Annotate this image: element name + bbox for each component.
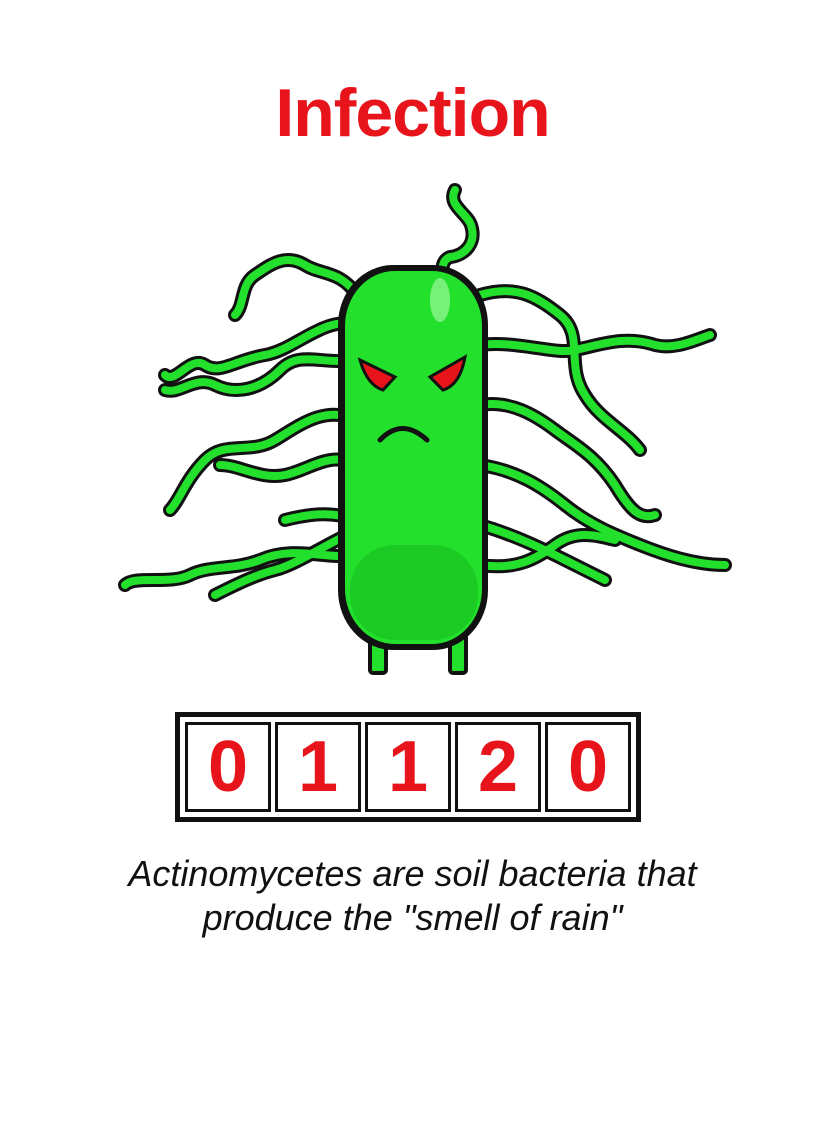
score-counter: 0 1 1 2 0 (175, 712, 641, 822)
caption-line: Actinomycetes are soil bacteria that (128, 853, 697, 894)
bacterium-illustration (118, 183, 732, 675)
card-title: Infection (275, 75, 550, 151)
counter-digit: 1 (365, 722, 451, 812)
counter-digit: 1 (275, 722, 361, 812)
counter-digit: 0 (545, 722, 631, 812)
counter-digit: 0 (185, 722, 271, 812)
flagella (118, 183, 732, 602)
counter-digit: 2 (455, 722, 541, 812)
bacterium-body (338, 265, 488, 650)
caption-line: produce the "smell of rain" (202, 897, 623, 938)
angry-face (357, 354, 468, 443)
card-caption: Actinomycetes are soil bacteria that pro… (60, 852, 765, 940)
